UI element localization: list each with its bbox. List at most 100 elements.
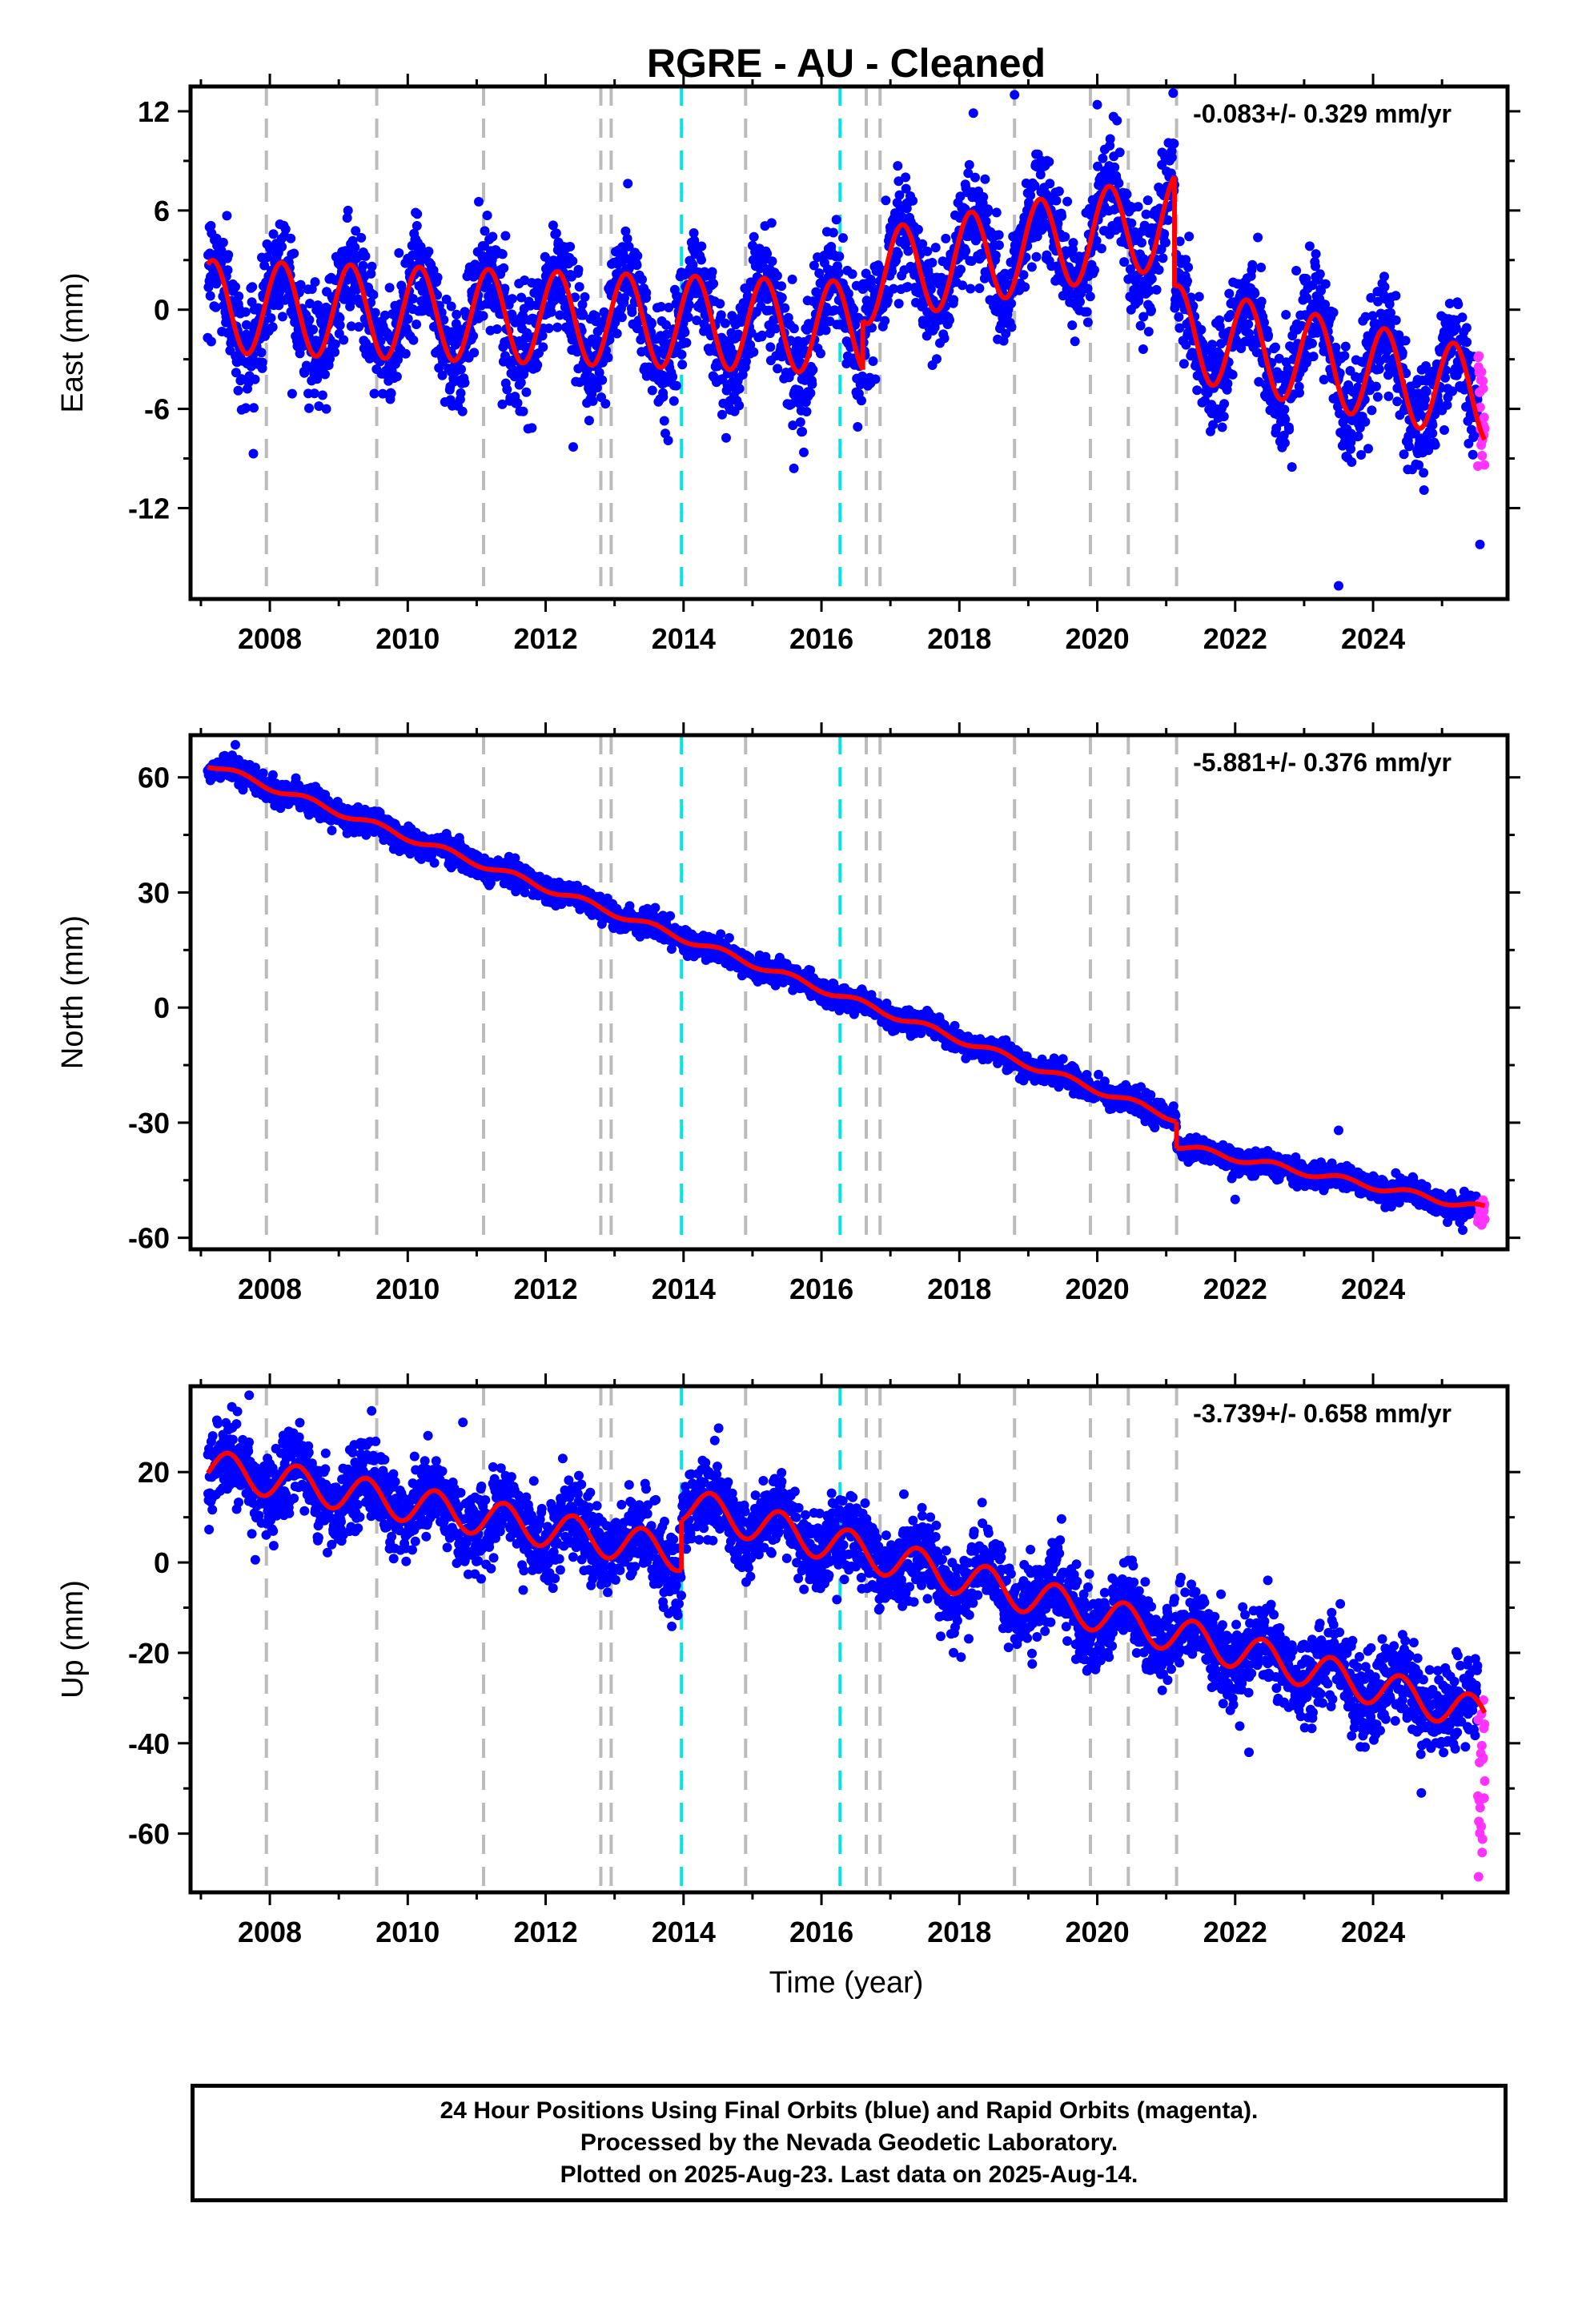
east-point	[257, 348, 267, 357]
east-point	[949, 295, 958, 304]
east-point	[658, 392, 668, 402]
east-point	[387, 388, 396, 398]
east-point	[580, 292, 590, 302]
east-point	[826, 242, 836, 251]
east-point	[1427, 428, 1437, 438]
east-point	[1363, 444, 1373, 453]
east-point	[1383, 392, 1393, 401]
east-point	[371, 308, 380, 318]
east-point	[838, 233, 848, 243]
east-point	[1020, 282, 1030, 292]
east-point	[1223, 379, 1232, 388]
east-y-tick-label: 6	[154, 195, 170, 227]
east-point	[1086, 292, 1095, 301]
east-point	[310, 388, 319, 398]
east-point	[970, 173, 980, 183]
east-point	[922, 247, 932, 256]
east-x-tick-label: 2020	[1066, 622, 1130, 655]
east-point	[206, 292, 215, 301]
east-point	[370, 389, 379, 399]
east-outlier-point	[568, 442, 578, 452]
east-point	[249, 449, 259, 459]
east-point	[565, 242, 575, 251]
east-point	[1143, 195, 1153, 205]
east-point	[1367, 405, 1376, 415]
east-point	[802, 407, 812, 416]
east-point	[1184, 231, 1194, 241]
east-point	[1044, 157, 1054, 167]
east-point	[1136, 321, 1146, 331]
east-point	[1069, 238, 1078, 247]
east-point	[458, 407, 468, 416]
east-point	[894, 299, 904, 308]
east-point	[519, 407, 528, 416]
east-point	[488, 232, 497, 242]
east-point	[777, 293, 787, 303]
east-point	[267, 313, 276, 323]
east-point	[547, 308, 556, 317]
east-point	[1439, 425, 1449, 435]
east-point	[974, 283, 984, 293]
east-y-tick-label: -12	[128, 492, 170, 525]
east-x-tick-label: 2016	[789, 622, 853, 655]
east-point	[832, 215, 841, 224]
east-point	[1115, 147, 1125, 157]
east-point	[1019, 270, 1029, 279]
east-point	[516, 378, 526, 388]
east-point	[908, 196, 917, 206]
east-point	[247, 282, 257, 292]
east-point	[880, 316, 889, 326]
east-point	[961, 246, 970, 255]
east-x-tick-label: 2024	[1341, 622, 1405, 655]
east-point	[681, 338, 691, 348]
east-point	[401, 349, 411, 359]
east-point	[281, 224, 291, 234]
east-point	[773, 271, 782, 280]
east-point	[1462, 337, 1472, 347]
east-point	[1183, 263, 1193, 272]
east-point	[508, 294, 517, 304]
east-point	[893, 161, 902, 171]
east-point	[1354, 432, 1363, 441]
east-outlier-point	[789, 464, 799, 473]
east-point	[234, 386, 243, 396]
east-point	[304, 315, 314, 324]
east-x-tick-label: 2012	[514, 622, 578, 655]
east-point	[945, 316, 954, 325]
east-point	[1392, 396, 1402, 406]
east-point	[668, 372, 677, 382]
east-point	[1427, 420, 1437, 430]
east-point	[408, 294, 418, 304]
east-point	[881, 195, 890, 205]
east-point	[249, 403, 259, 412]
east-point	[1263, 331, 1273, 340]
east-point	[1060, 232, 1070, 242]
east-point	[584, 416, 594, 425]
east-point	[460, 378, 470, 388]
east-point	[1404, 441, 1414, 451]
east-point	[1307, 339, 1317, 348]
east-point	[474, 197, 484, 207]
east-point	[289, 249, 299, 259]
north-plot-area	[203, 735, 1489, 1249]
east-point	[604, 353, 613, 363]
east-rapid-point	[1480, 460, 1489, 470]
east-point	[612, 329, 622, 339]
east-outlier-point	[1334, 581, 1343, 590]
east-point	[931, 243, 941, 252]
east-point	[1161, 238, 1170, 247]
east-point	[684, 312, 693, 322]
east-point	[1458, 312, 1468, 322]
east-point	[869, 356, 878, 366]
east-point	[1281, 310, 1291, 320]
east-point	[1287, 462, 1297, 472]
east-point	[1112, 116, 1122, 126]
east-outlier-point	[1476, 540, 1485, 549]
east-point	[211, 303, 221, 312]
east-point	[648, 386, 657, 396]
east-point	[241, 308, 251, 317]
east-point	[538, 342, 548, 352]
east-point	[788, 275, 797, 284]
east-point	[568, 256, 577, 266]
east-point	[1051, 196, 1061, 206]
